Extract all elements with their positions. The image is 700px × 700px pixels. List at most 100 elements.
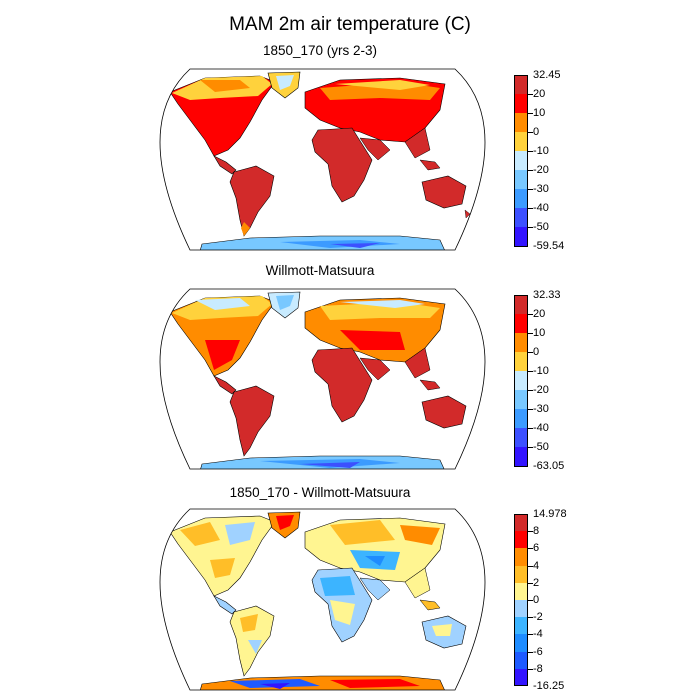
colorbar-tick [528,314,533,315]
colorbar-1 [514,75,533,247]
colorbar-segment [514,189,528,209]
colorbar-segment [514,617,528,635]
colorbar-label: 6 [533,542,540,555]
colorbar-label: 4 [533,559,540,572]
colorbar-label: -40 [533,422,549,434]
colorbar-label: -10 [533,145,549,157]
colorbar-tick [528,333,533,334]
panel-title-3: 1850_170 - Willmott-Matsuura [229,485,411,500]
colorbar-label: -2 [533,611,543,624]
colorbar-segment [514,295,528,315]
colorbar-label: 32.45 [533,69,561,81]
colorbar-segment [514,651,528,670]
colorbar-tick [528,132,533,133]
colorbar-label: -20 [533,384,549,396]
colorbar-segment [514,227,528,247]
colorbar-segment [514,531,528,549]
colorbar-segment [514,514,528,532]
colorbar-segment [514,428,528,448]
colorbar-tick [528,565,533,567]
colorbar-tick [528,548,533,550]
colorbar-label: 20 [533,88,546,100]
colorbar-segment [514,634,528,653]
colorbar-segment [514,208,528,228]
colorbar-label: -50 [533,441,549,453]
colorbar-label: 2 [533,576,540,589]
colorbar-label: -4 [533,628,543,641]
colorbar-label: 0 [533,126,540,138]
colorbar-tick [528,352,533,353]
colorbar-segment [514,352,528,372]
colorbar-segment [514,314,528,334]
colorbar-2 [514,295,533,467]
colorbar-label: -30 [533,183,549,195]
colorbar-segment [514,132,528,152]
colorbar-tick [528,428,533,429]
colorbar-label: 10 [533,327,546,339]
colorbar-segment [514,170,528,190]
panel-title-1: 1850_170 (yrs 2-3) [262,43,378,58]
panel-title-2: Willmott-Matsuura [265,263,375,278]
colorbar-label: -20 [533,164,549,176]
colorbar-label: -59.54 [533,240,565,252]
colorbar-label: -30 [533,403,549,415]
colorbar-segment [514,113,528,133]
colorbar-tick [528,151,533,152]
colorbar-tick [528,651,533,653]
colorbar-label: -10 [533,365,549,377]
colorbar-segment [514,151,528,171]
map-panel-3 [160,509,485,690]
colorbar-segment [514,390,528,410]
colorbar-tick [528,668,533,670]
map-panel-2 [160,289,485,469]
colorbar-tick [528,227,533,228]
colorbar-segment [514,371,528,391]
colorbar-label: 14.978 [533,508,567,520]
map-outline-3 [159,508,486,691]
colorbar-tick [528,634,533,636]
colorbar-tick [528,617,533,619]
colorbar-tick [528,208,533,209]
arctic-band [200,80,250,92]
colorbar-segment [514,409,528,429]
colorbar-label: -16.25 [533,680,565,692]
colorbar-segment [514,447,528,467]
colorbar-label: 32.33 [533,289,561,301]
colorbar-label: 10 [533,107,546,119]
colorbar-tick [528,531,533,533]
colorbar-label: 20 [533,308,546,320]
colorbar-segment [514,548,528,567]
colorbar-label: -63.05 [533,460,565,472]
map-outline-1 [159,68,486,251]
colorbar-segment [514,94,528,114]
colorbar-tick [528,94,533,95]
map-outline-2 [159,288,486,470]
map-panel-1 [160,69,485,250]
colorbar-tick [528,409,533,410]
colorbar-tick [528,371,533,372]
colorbar-label: -50 [533,221,549,233]
colorbar-label: -40 [533,202,549,214]
colorbar-tick [528,170,533,171]
continent-australia [421,175,467,209]
colorbar-label: -6 [533,645,543,658]
colorbar-label: 8 [533,525,540,538]
colorbar-label: 0 [533,594,540,606]
colorbar-segment [514,565,528,584]
colorbar-segment [514,668,528,687]
colorbar-label: -8 [533,662,543,675]
colorbar-tick [528,189,533,190]
colorbar-tick [528,582,533,584]
main-title: MAM 2m air temperature (C) [229,14,471,35]
colorbar-segment [514,75,528,95]
colorbar-tick [528,447,533,448]
colorbar-segment [514,600,528,618]
colorbar-tick [528,600,533,601]
colorbar-segment [514,333,528,353]
colorbar-tick [528,390,533,391]
colorbar-segment [514,582,528,601]
colorbar-label: 0 [533,346,540,358]
colorbar-tick [528,113,533,114]
colorbar-3 [514,514,533,687]
